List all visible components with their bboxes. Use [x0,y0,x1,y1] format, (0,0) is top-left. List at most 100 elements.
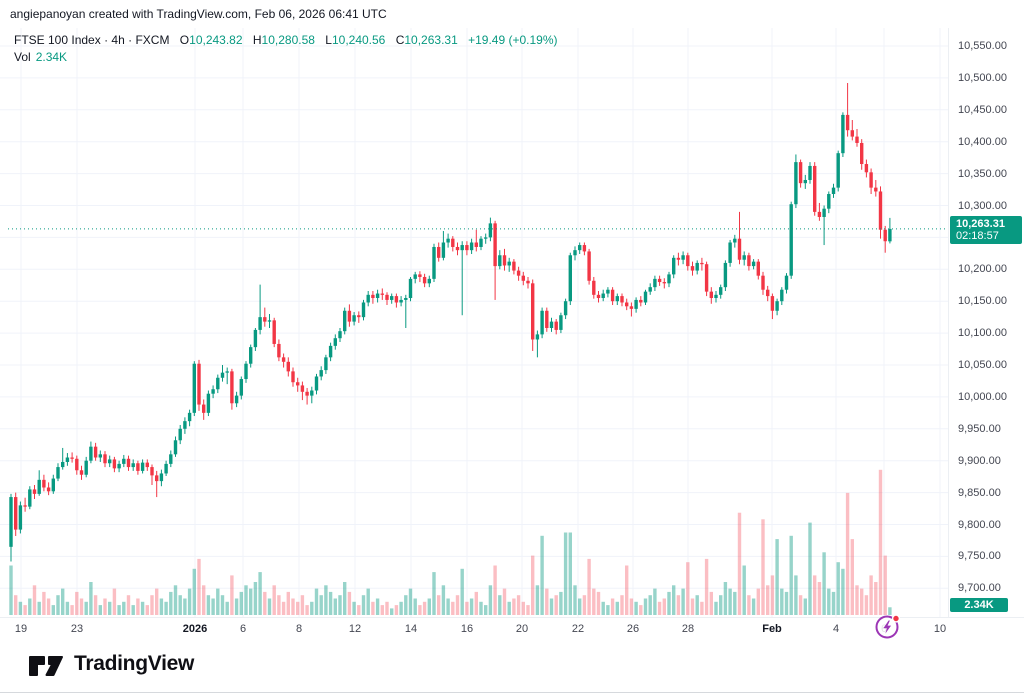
time-axis[interactable]: 192320266812141620222628Feb4610 [0,617,1024,644]
volume-bar [375,598,380,615]
candle-body [328,345,333,358]
candle-body [648,287,652,292]
candle-body [606,289,610,294]
candle-body [32,489,37,494]
candle-body [507,261,511,266]
candle-body [700,262,704,265]
volume-bar [601,601,605,615]
volume-bar [794,575,798,615]
candle-body [512,261,516,271]
volume-bar [93,595,98,615]
candle-body [686,255,690,267]
chart-pane[interactable]: FTSE 100 Index · 4h · FXCM O10,243.82 H1… [0,28,1024,639]
candle-body [850,130,854,137]
candle-body [813,165,817,212]
volume-bar [432,572,436,615]
candle-body [695,262,699,271]
ohlc-close: C10,263.31 [395,33,458,47]
volume-bar [479,601,483,615]
candlestick-chart[interactable] [0,28,948,617]
time-axis-label: 19 [14,623,28,635]
volume-legend[interactable]: Vol 2.34K [14,50,67,64]
volume-bar [625,565,629,615]
candle-body [343,310,347,332]
volume-bar [662,598,666,615]
candle-body [70,457,74,459]
volume-bar [850,539,854,615]
candle-body [845,114,850,131]
price-axis-label: 10,050.00 [958,359,1007,371]
candle-body [277,343,281,358]
volume-bar [869,575,873,615]
vol-value: 2.34K [35,50,68,64]
time-axis-label: 16 [460,623,474,635]
volume-bar [404,595,408,615]
volume-bar [394,605,399,615]
volume-bar [554,595,558,615]
candle-body [249,347,253,364]
volume-bar [352,601,356,615]
candle-body [582,245,587,252]
volume-bar [747,595,751,615]
time-axis-label: 12 [348,623,362,635]
candle-body [150,467,154,476]
candle-body [126,458,131,468]
candle-body [827,194,831,209]
volume-bar [202,585,206,615]
candle-body [333,338,337,346]
price-axis-label: 10,200.00 [958,263,1007,276]
volume-bar [51,605,55,615]
volume-bar [742,565,746,615]
volume-bar [723,582,728,615]
candle-body [568,255,572,302]
volume-bar [84,601,88,615]
volume-bar [545,588,549,615]
volume-bar [559,591,563,615]
candle-body [234,395,239,404]
volume-bar [310,601,314,615]
time-axis-label: 8 [295,623,303,635]
time-axis-label: 2026 [182,623,208,635]
symbol-legend[interactable]: FTSE 100 Index · 4h · FXCM O10,243.82 H1… [14,33,565,47]
volume-bar [831,591,836,615]
volume-bar [328,591,333,615]
volume-bar [126,595,131,615]
volume-bar [493,565,497,615]
candle-body [596,294,601,299]
candle-body [310,390,314,396]
candle-body [9,497,13,547]
candle-body [864,164,869,173]
candle-body [427,278,431,284]
time-axis-label: 10 [933,623,947,635]
volume-bar [390,608,394,615]
candle-body [422,276,427,284]
volume-bar [596,591,601,615]
volume-bar [615,601,619,615]
candle-body [761,275,765,290]
footer-bar: TradingView [0,643,1024,692]
volume-bar [183,598,187,615]
volume-bar [451,601,455,615]
candle-body [751,261,756,267]
price-axis-label: 10,100.00 [958,327,1007,340]
tradingview-logo-icon[interactable] [28,654,66,683]
volume-bar [192,568,196,615]
volume-bar [634,601,638,615]
volume-bar [836,562,840,615]
candle-body [390,296,394,300]
candle-body [455,246,460,251]
candle-body [145,462,149,468]
volume-bar [855,585,859,615]
candle-body [418,274,422,277]
volume-bar [860,588,864,615]
volume-bar [408,588,413,615]
flash-boost-button[interactable] [873,611,903,641]
volume-bar [305,605,309,615]
volume-bar [808,522,812,615]
candle-body [164,463,168,474]
price-axis[interactable]: 10,263.31 02:18:57 2.34K 10,550.00 10,500… [948,28,1024,617]
tradingview-logo-text[interactable]: TradingView [74,652,195,675]
volume-bar [108,601,112,615]
volume-bar [291,598,295,615]
